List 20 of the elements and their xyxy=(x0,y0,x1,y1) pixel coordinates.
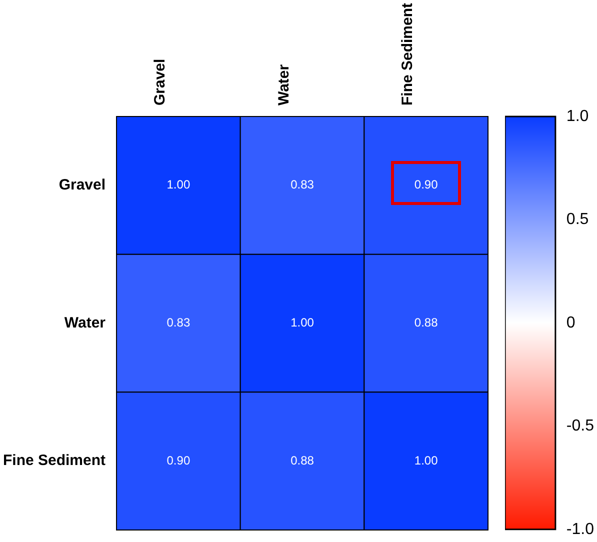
data-label: 0.88 xyxy=(290,453,314,468)
y-tick-label: Water xyxy=(64,314,106,332)
y-tick-label: Gravel xyxy=(58,176,106,194)
color-bar-label: 0 xyxy=(566,314,576,332)
data-label: 0.90 xyxy=(414,178,438,192)
data-label: 0.88 xyxy=(414,316,438,330)
y-tick-label: Fine Sediment xyxy=(2,452,106,470)
data-label: 1.00 xyxy=(414,453,438,468)
x-tick-label: Fine Sediment xyxy=(399,2,416,106)
data-label: 0.90 xyxy=(166,453,190,468)
x-tick-label: Gravel xyxy=(152,58,169,106)
color-bar-label: -1.0 xyxy=(566,520,594,538)
data-label: 0.83 xyxy=(290,178,314,192)
data-label: 1.00 xyxy=(166,178,190,192)
color-bar-label: 0.5 xyxy=(566,211,589,228)
data-label: 0.83 xyxy=(166,316,190,330)
data-label: 1.00 xyxy=(290,316,314,330)
color-bar-label: -0.5 xyxy=(566,418,594,435)
x-tick-label: Water xyxy=(275,64,292,106)
color-bar-label: 1.0 xyxy=(566,108,589,125)
